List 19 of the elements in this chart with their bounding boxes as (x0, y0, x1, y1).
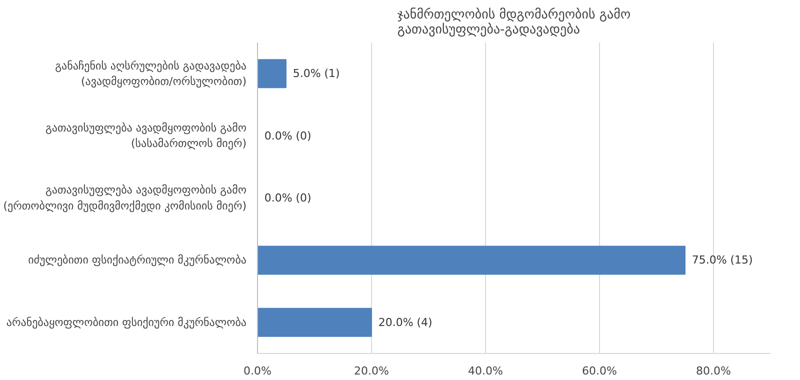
data-label: 0.0% (0) (264, 129, 312, 142)
bar (258, 246, 686, 275)
x-tick-label: 20.0% (354, 364, 389, 378)
chart-title: ჯანმრთელობის მდგომარეობის გამო გათავისუფლება-გადავადება (397, 8, 631, 38)
y-tick-label: არანებაყოფლობითი ფსიქიური მკურნალობა (6, 316, 247, 329)
y-tick-label: გათავისუფლება ავადმყოფობის გამო (ერთობლივი მუდმივმოქმედი კომისიის მიერ) (3, 184, 247, 212)
data-label: 0.0% (0) (264, 192, 312, 204)
x-tick-label: 40.0% (468, 364, 503, 378)
y-tick-label: გათავისუფლება ავადმყოფობის გამო (სასამართლოს მიერ) (46, 122, 247, 150)
x-tick-label: 0.0% (244, 364, 272, 378)
bar (258, 308, 372, 337)
x-tick-label: 60.0% (582, 364, 617, 378)
x-tick-label: 80.0% (696, 364, 731, 378)
y-tick-label: იძულებითი ფსიქიატრიული მკურნალობა (28, 254, 247, 267)
bar (258, 59, 286, 88)
y-tick-label: განაჩენის აღსრულების გადავადება (ავადმყოფობით/ორსულობით) (55, 59, 247, 88)
data-label: 5.0% (1) (292, 67, 340, 80)
data-label: 75.0% (15) (692, 254, 753, 267)
data-label: 20.0% (4) (378, 316, 432, 329)
